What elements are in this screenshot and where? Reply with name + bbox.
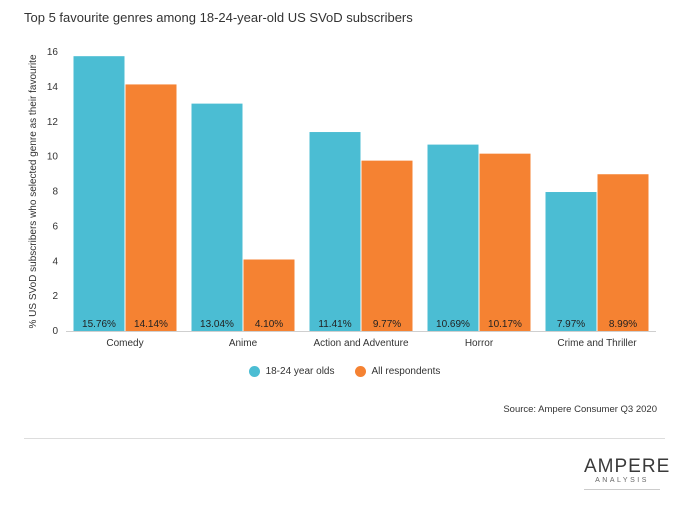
legend-label-18-24: 18-24 year olds xyxy=(265,366,335,377)
bar-18-24-0 xyxy=(73,56,125,332)
divider xyxy=(24,438,665,439)
x-category-label: Anime xyxy=(229,338,258,349)
bar-18-24-1 xyxy=(191,103,243,332)
y-tick-label: 4 xyxy=(52,256,58,267)
y-tick-label: 2 xyxy=(52,291,58,302)
bar-all-4 xyxy=(597,174,649,331)
chart-title: Top 5 favourite genres among 18-24-year-… xyxy=(24,10,413,25)
bar-chart: 0 2 4 6 8 10 12 14 16 % US SVoD subscribers who s… xyxy=(28,47,656,349)
bar-all-3 xyxy=(479,153,531,331)
bar-all-2 xyxy=(361,160,413,331)
logo-main-text: AMPERE xyxy=(584,456,671,477)
y-tick-label: 12 xyxy=(47,117,59,128)
bar-all-0 xyxy=(125,84,177,331)
y-axis-label: % US SVoD subscribers who selected genre… xyxy=(28,54,39,328)
data-label: 4.10% xyxy=(255,319,283,330)
bar-18-24-2 xyxy=(309,132,361,331)
logo-sub-text: ANALYSIS xyxy=(595,477,649,484)
data-label: 11.41% xyxy=(318,319,351,330)
legend-label-all: All respondents xyxy=(371,366,441,377)
y-tick-label: 10 xyxy=(47,152,59,163)
legend-swatch-all xyxy=(354,366,366,377)
data-label: 8.99% xyxy=(609,319,637,330)
bar-all-1 xyxy=(243,259,295,331)
data-label: 9.77% xyxy=(373,319,401,330)
data-label: 14.14% xyxy=(134,319,168,330)
data-label: 7.97% xyxy=(557,319,585,330)
y-tick-label: 8 xyxy=(52,187,58,198)
x-category-label: Crime and Thriller xyxy=(557,338,637,349)
y-tick-label: 16 xyxy=(47,47,59,58)
legend-swatch-18-24 xyxy=(248,366,260,377)
x-category-label: Action and Adventure xyxy=(313,338,409,349)
x-category-label: Horror xyxy=(465,338,494,349)
source-note: Source: Ampere Consumer Q3 2020 xyxy=(503,404,657,415)
legend-item-18-24[interactable]: 18-24 year olds xyxy=(248,366,335,377)
y-tick-label: 14 xyxy=(47,82,59,93)
legend-item-all[interactable]: All respondents xyxy=(354,366,441,377)
x-category-label: Comedy xyxy=(106,338,143,349)
legend: 18-24 year olds All respondents xyxy=(0,366,689,377)
data-label: 10.69% xyxy=(436,319,470,330)
ampere-logo: AMPERE ANALYSIS xyxy=(584,456,671,490)
bar-18-24-4 xyxy=(545,192,597,331)
y-tick-label: 6 xyxy=(52,221,58,232)
data-label: 10.17% xyxy=(488,319,522,330)
data-label: 13.04% xyxy=(200,319,234,330)
bar-18-24-3 xyxy=(427,144,479,331)
data-label: 15.76% xyxy=(82,319,116,330)
y-tick-label: 0 xyxy=(52,326,58,337)
